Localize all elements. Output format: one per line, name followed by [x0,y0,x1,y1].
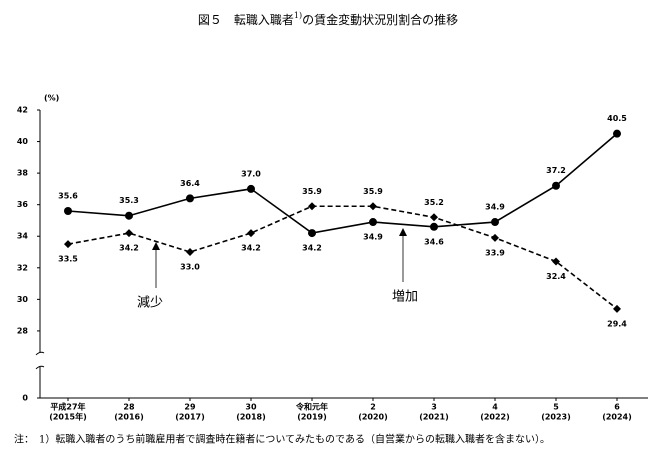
data-label: 34.6 [424,237,444,246]
title-part: 図５ 転職入職者 [198,13,294,27]
x-tick-label: (2020) [358,413,388,422]
x-tick-label: (2023) [541,413,571,422]
data-label: 36.4 [180,179,200,188]
x-tick-label: (2016) [114,413,144,422]
point [491,233,499,242]
point [552,181,560,190]
point [369,218,377,227]
x-tick-label: 5 [553,403,559,412]
series-line [67,133,618,234]
point [186,194,194,203]
point [308,202,316,211]
point [64,240,72,249]
data-label: 33.5 [58,255,78,264]
x-tick-label: 平成27年 [50,402,85,412]
title-sup: 1) [294,11,302,20]
data-label: 35.9 [363,187,383,196]
data-label: 35.6 [58,191,78,200]
y-tick-label: 38 [17,169,29,178]
y-tick-label: 28 [17,326,29,335]
x-tick-label: 30 [245,403,257,412]
point [613,304,621,313]
y-tick-label: 30 [17,295,29,304]
point [186,248,194,257]
x-tick-label: (2019) [297,413,327,422]
point [247,229,255,238]
point [491,218,499,227]
title-part: の賃金変動状況別割合の推移 [302,12,458,27]
x-tick-label: (2022) [480,413,510,422]
point [125,211,133,220]
x-tick-label: 28 [123,403,135,412]
point [247,184,255,193]
data-label: 33.0 [180,263,200,272]
point [369,202,377,211]
y-tick-label: 0 [22,394,28,403]
data-label: 34.2 [241,244,261,253]
point [64,206,72,215]
data-label: 34.9 [363,233,383,242]
x-tick-label: 6 [614,403,620,412]
point [125,229,133,238]
data-label: 35.9 [302,187,322,196]
data-label: 29.4 [607,319,627,328]
annotation: 減少 [137,295,163,311]
data-label: 33.9 [485,248,505,257]
axis-break [35,351,45,370]
x-tick-label: 4 [492,403,498,412]
arrow-head [152,242,160,250]
x-tick-label: 29 [184,403,196,412]
y-tick-label: 40 [17,137,29,146]
data-label: 34.9 [485,203,505,212]
x-tick-label: (2015年) [49,412,87,422]
data-label: 32.4 [546,272,566,281]
data-label: 37.0 [241,169,261,178]
point [308,229,316,238]
y-unit: (%) [44,94,59,103]
x-tick-label: (2024) [602,413,632,422]
x-tick-label: (2021) [419,413,449,422]
y-tick-label: 36 [17,200,29,209]
y-tick-label: 32 [17,263,28,272]
data-label: 35.3 [119,196,139,205]
data-label: 34.2 [119,244,139,253]
data-label: 35.2 [424,198,444,207]
point [430,213,438,222]
point [430,222,438,231]
data-label: 37.2 [546,166,566,175]
arrow-head [399,228,407,236]
annotations: 減少 増加 [137,228,418,311]
point [552,257,560,266]
annotation: 増加 [392,290,418,305]
note: 注： 1）転職入職者のうち前職雇用者で調査時在籍者についてみたものである（自営業… [14,433,550,446]
series-line [67,205,618,310]
x-tick-label: 3 [431,403,437,412]
y-tick-label: 42 [17,106,28,115]
x-tick-label: 令和元年 [295,402,328,412]
x-tick-label: (2018) [236,413,266,422]
data-label: 40.5 [607,114,627,123]
y-tick-label: 34 [17,232,29,241]
x-tick-label: 2 [370,403,376,412]
point [613,129,621,138]
chart-title: 図５ 転職入職者1)の賃金変動状況別割合の推移 [198,11,458,27]
x-tick-label: (2017) [175,413,205,422]
data-label: 34.2 [302,244,322,253]
